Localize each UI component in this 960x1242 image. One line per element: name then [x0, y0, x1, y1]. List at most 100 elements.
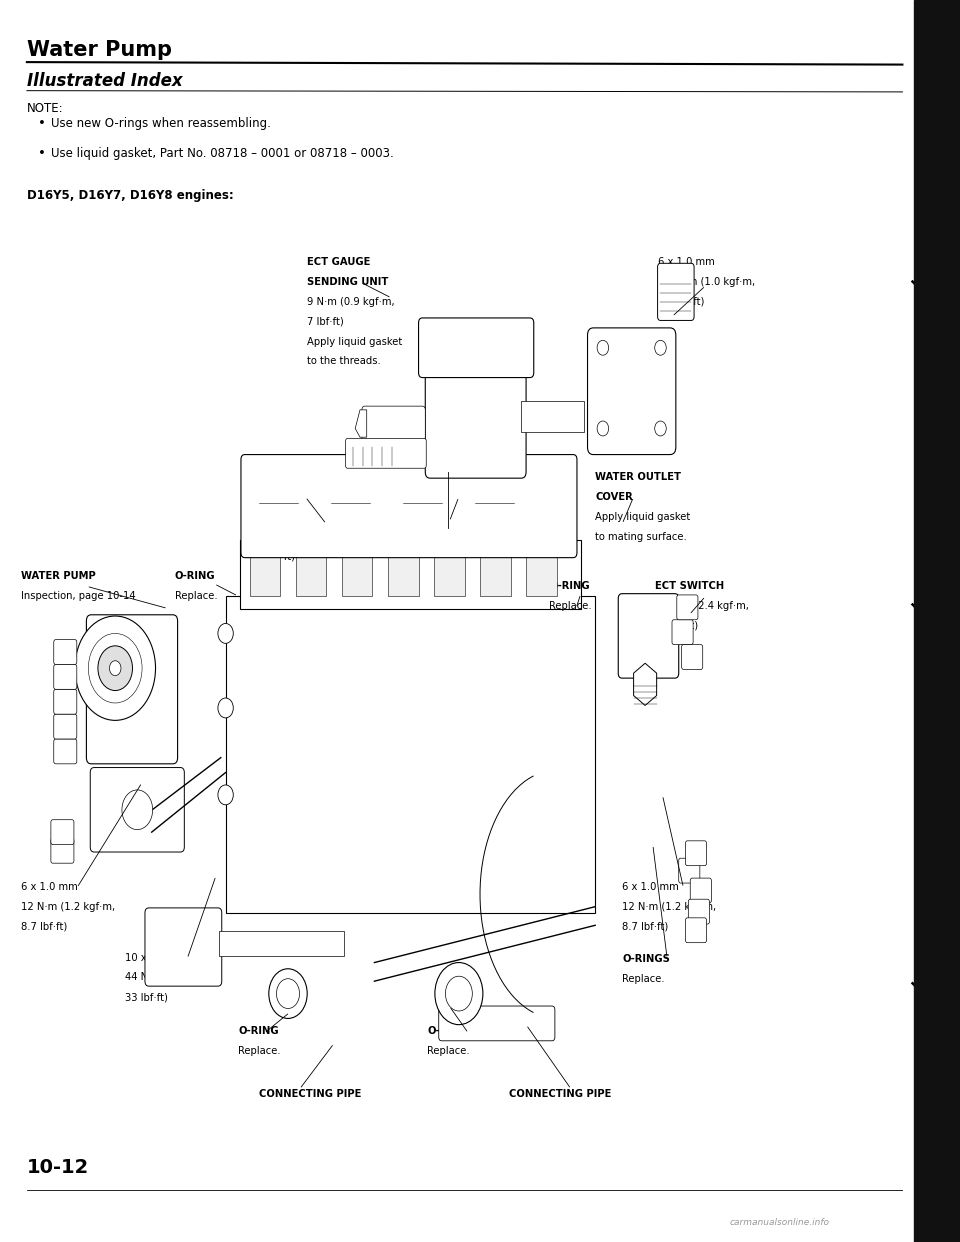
Circle shape — [109, 661, 121, 676]
Text: Replace.: Replace. — [622, 974, 664, 984]
Circle shape — [218, 785, 233, 805]
FancyBboxPatch shape — [54, 689, 77, 714]
Text: COVER: COVER — [595, 492, 633, 502]
Polygon shape — [355, 410, 367, 437]
Text: 8.7 lbf·ft): 8.7 lbf·ft) — [21, 922, 67, 932]
Text: carmanualsonline.info: carmanualsonline.info — [730, 1218, 829, 1227]
Text: 44 N·m (4.5 kgf·m,: 44 N·m (4.5 kgf·m, — [125, 972, 219, 982]
FancyBboxPatch shape — [54, 714, 77, 739]
Circle shape — [122, 790, 153, 830]
Circle shape — [276, 979, 300, 1009]
Circle shape — [597, 340, 609, 355]
Text: CONNECTING PIPE: CONNECTING PIPE — [259, 1089, 362, 1099]
Text: Replace.: Replace. — [175, 591, 217, 601]
Text: ECT SWITCH: ECT SWITCH — [655, 581, 724, 591]
Text: 6 x 1.0 mm: 6 x 1.0 mm — [658, 257, 714, 267]
Text: O-RINGS: O-RINGS — [622, 954, 670, 964]
Text: WATER PUMP: WATER PUMP — [21, 571, 96, 581]
Text: SENDING UNIT: SENDING UNIT — [307, 277, 389, 287]
Circle shape — [98, 646, 132, 691]
Text: Apply liquid gasket: Apply liquid gasket — [595, 512, 690, 522]
FancyBboxPatch shape — [439, 1006, 555, 1041]
FancyBboxPatch shape — [679, 858, 700, 883]
Text: 12 N·m (1.2 kgf·m,: 12 N·m (1.2 kgf·m, — [622, 902, 716, 912]
FancyBboxPatch shape — [425, 348, 526, 478]
Circle shape — [597, 421, 609, 436]
Circle shape — [655, 340, 666, 355]
FancyBboxPatch shape — [677, 595, 698, 620]
FancyBboxPatch shape — [54, 664, 77, 689]
Text: O-RING: O-RING — [175, 571, 215, 581]
Text: TEMPERA TURE (ECT): TEMPERA TURE (ECT) — [252, 492, 371, 502]
Text: SENSOR: SENSOR — [252, 512, 298, 522]
FancyBboxPatch shape — [51, 838, 74, 863]
Bar — [521, 401, 584, 432]
FancyBboxPatch shape — [90, 768, 184, 852]
FancyBboxPatch shape — [86, 615, 178, 764]
Text: O-RING: O-RING — [432, 472, 472, 482]
FancyBboxPatch shape — [51, 820, 74, 845]
Text: Apply liquid gasket: Apply liquid gasket — [307, 337, 402, 347]
FancyBboxPatch shape — [672, 620, 693, 645]
FancyBboxPatch shape — [362, 406, 425, 441]
Bar — [250, 546, 280, 596]
FancyBboxPatch shape — [682, 645, 703, 669]
FancyBboxPatch shape — [690, 878, 711, 903]
Text: to the threads.: to the threads. — [307, 356, 381, 366]
Polygon shape — [634, 663, 657, 705]
Text: D16Y5, D16Y7, D16Y8 engines:: D16Y5, D16Y7, D16Y8 engines: — [27, 189, 233, 201]
Text: 8.7 lbf·ft): 8.7 lbf·ft) — [622, 922, 668, 932]
Text: ECT GAUGE: ECT GAUGE — [307, 257, 371, 267]
Bar — [342, 546, 372, 596]
FancyBboxPatch shape — [688, 899, 709, 924]
Text: WATER OUTLET: WATER OUTLET — [595, 472, 682, 482]
FancyBboxPatch shape — [419, 318, 534, 378]
Text: O-RING: O-RING — [238, 1026, 278, 1036]
Text: Water Pump: Water Pump — [27, 40, 172, 60]
Text: Illustrated Index: Illustrated Index — [27, 72, 182, 89]
Circle shape — [218, 698, 233, 718]
Text: Replace.: Replace. — [432, 492, 474, 502]
Text: 6 x 1.0 mm: 6 x 1.0 mm — [21, 882, 78, 892]
FancyBboxPatch shape — [54, 640, 77, 664]
Bar — [480, 546, 511, 596]
FancyBboxPatch shape — [658, 263, 694, 320]
Text: •: • — [38, 117, 46, 129]
Text: 10 x 1.25 mm: 10 x 1.25 mm — [125, 953, 194, 963]
Text: Use liquid gasket, Part No. 08718 – 0001 or 08718 – 0003.: Use liquid gasket, Part No. 08718 – 0001… — [51, 147, 394, 159]
FancyBboxPatch shape — [588, 328, 676, 455]
Text: 7.2 lbf·ft): 7.2 lbf·ft) — [658, 297, 704, 307]
Text: 33 lbf·ft): 33 lbf·ft) — [125, 992, 168, 1002]
Bar — [914, 0, 960, 1242]
Text: 9.8 N·m (1.0 kgf·m,: 9.8 N·m (1.0 kgf·m, — [658, 277, 755, 287]
Circle shape — [269, 969, 307, 1018]
Bar — [240, 540, 581, 609]
Text: 13 lbf·ft): 13 lbf·ft) — [252, 551, 295, 561]
FancyBboxPatch shape — [54, 739, 77, 764]
Text: 7 lbf·ft): 7 lbf·ft) — [307, 317, 344, 327]
Circle shape — [435, 963, 483, 1025]
FancyBboxPatch shape — [145, 908, 222, 986]
Bar — [219, 932, 344, 956]
Text: 24 N·m (2.4 kgf·m,: 24 N·m (2.4 kgf·m, — [655, 601, 749, 611]
Text: Replace.: Replace. — [427, 1046, 469, 1056]
FancyBboxPatch shape — [226, 596, 595, 913]
Bar — [296, 546, 326, 596]
Circle shape — [75, 616, 156, 720]
Text: Replace.: Replace. — [238, 1046, 280, 1056]
FancyBboxPatch shape — [618, 594, 679, 678]
Text: NOTE:: NOTE: — [27, 102, 63, 114]
Text: 10-12: 10-12 — [27, 1159, 89, 1177]
Circle shape — [218, 623, 233, 643]
Text: O-RING: O-RING — [427, 1026, 468, 1036]
FancyBboxPatch shape — [685, 841, 707, 866]
Bar — [388, 546, 419, 596]
Bar — [434, 546, 465, 596]
Text: O-RING: O-RING — [549, 581, 589, 591]
Text: Replace.: Replace. — [549, 601, 591, 611]
Circle shape — [445, 976, 472, 1011]
FancyBboxPatch shape — [346, 438, 426, 468]
Text: ENGINE COOLANT: ENGINE COOLANT — [252, 472, 351, 482]
Text: 17 lbf·ft): 17 lbf·ft) — [655, 621, 698, 631]
Text: 12 N·m (1.2 kgf·m,: 12 N·m (1.2 kgf·m, — [21, 902, 115, 912]
